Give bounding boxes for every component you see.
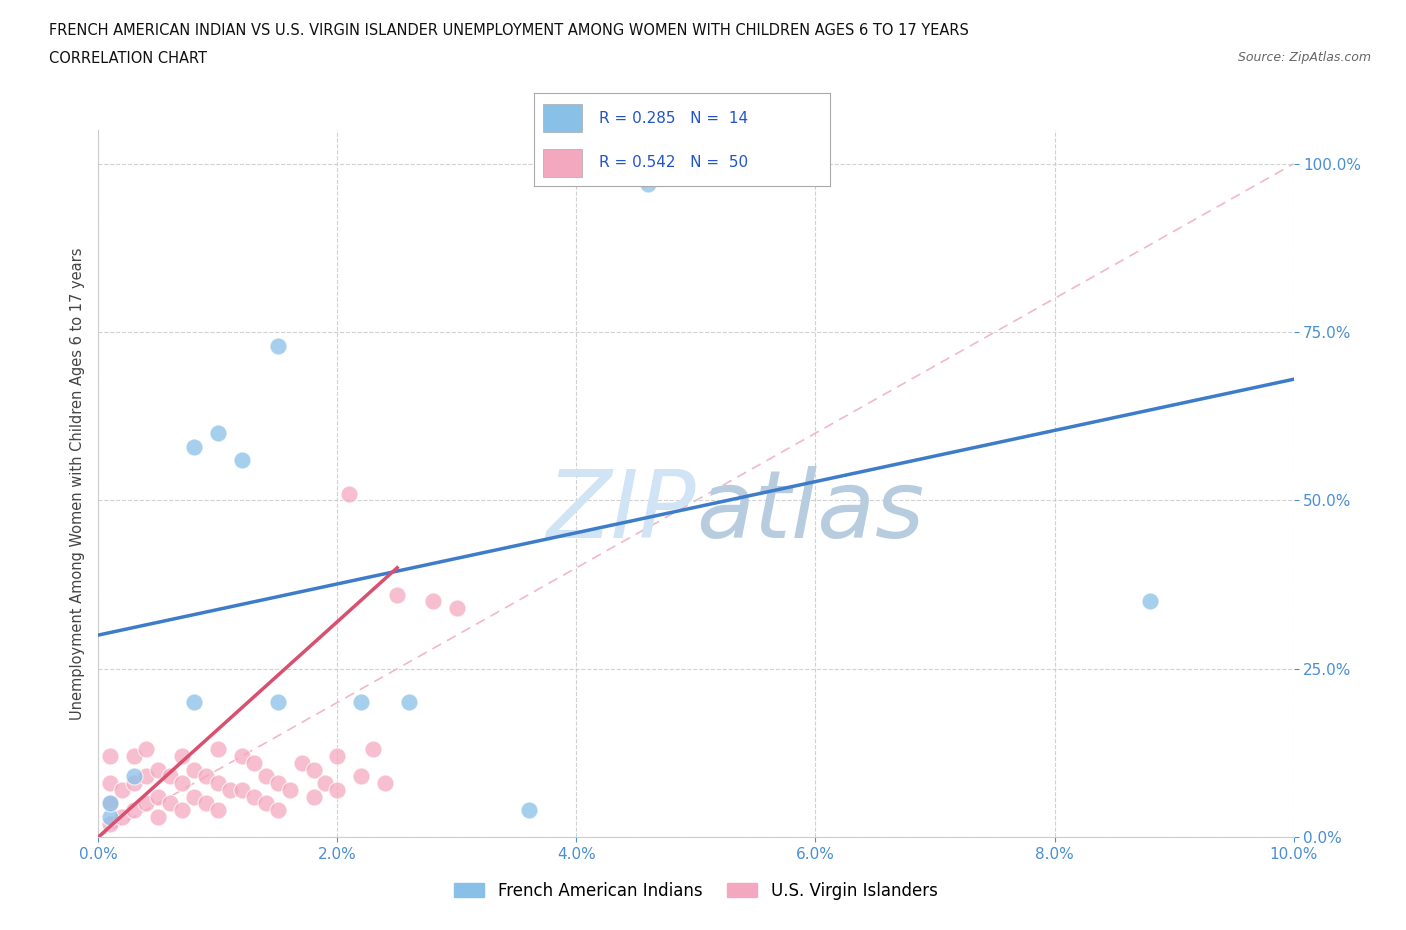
Point <box>207 742 229 757</box>
Point <box>517 803 540 817</box>
Point <box>98 776 122 790</box>
Point <box>148 763 170 777</box>
Point <box>267 803 290 817</box>
Point <box>194 796 218 811</box>
Point <box>124 749 146 764</box>
Point <box>243 755 266 770</box>
Point <box>350 769 373 784</box>
Point <box>219 782 242 797</box>
Point <box>98 817 122 831</box>
Point <box>1139 594 1161 609</box>
Point <box>315 776 337 790</box>
Point <box>339 486 360 501</box>
Point <box>422 594 444 609</box>
Point <box>278 782 301 797</box>
Point <box>172 776 194 790</box>
Point <box>183 790 205 804</box>
Point <box>98 809 122 824</box>
Point <box>124 776 146 790</box>
Point <box>111 782 134 797</box>
Point <box>124 769 146 784</box>
Point <box>363 742 385 757</box>
Point <box>254 769 277 784</box>
FancyBboxPatch shape <box>543 104 582 132</box>
Text: R = 0.542   N =  50: R = 0.542 N = 50 <box>599 155 748 170</box>
Point <box>385 587 409 602</box>
Point <box>98 749 122 764</box>
Point <box>183 695 205 710</box>
Point <box>231 749 253 764</box>
Point <box>637 177 659 192</box>
Text: Source: ZipAtlas.com: Source: ZipAtlas.com <box>1237 51 1371 64</box>
Point <box>302 763 325 777</box>
Point <box>207 426 229 441</box>
Legend: French American Indians, U.S. Virgin Islanders: French American Indians, U.S. Virgin Isl… <box>447 875 945 907</box>
Text: R = 0.285   N =  14: R = 0.285 N = 14 <box>599 111 748 126</box>
Point <box>290 755 312 770</box>
Point <box>350 695 373 710</box>
Point <box>326 749 349 764</box>
Point <box>446 601 468 616</box>
Point <box>374 776 396 790</box>
Point <box>194 769 218 784</box>
Point <box>135 769 157 784</box>
Point <box>267 695 290 710</box>
Point <box>243 790 266 804</box>
Point <box>183 439 205 454</box>
Text: FRENCH AMERICAN INDIAN VS U.S. VIRGIN ISLANDER UNEMPLOYMENT AMONG WOMEN WITH CHI: FRENCH AMERICAN INDIAN VS U.S. VIRGIN IS… <box>49 23 969 38</box>
Point <box>231 782 253 797</box>
Point <box>207 803 229 817</box>
Point <box>135 796 157 811</box>
Point <box>207 776 229 790</box>
Point <box>398 695 420 710</box>
Point <box>183 763 205 777</box>
Point <box>326 782 349 797</box>
Point <box>302 790 325 804</box>
Point <box>98 796 122 811</box>
Text: ZIP: ZIP <box>547 466 696 557</box>
Point <box>148 790 170 804</box>
FancyBboxPatch shape <box>543 149 582 177</box>
Point <box>254 796 277 811</box>
Point <box>98 796 122 811</box>
Point <box>135 742 157 757</box>
Point <box>172 749 194 764</box>
Point <box>148 809 170 824</box>
Point <box>231 453 253 468</box>
Point <box>111 809 134 824</box>
Point <box>172 803 194 817</box>
Text: atlas: atlas <box>696 466 924 557</box>
Y-axis label: Unemployment Among Women with Children Ages 6 to 17 years: Unemployment Among Women with Children A… <box>69 247 84 720</box>
Point <box>124 803 146 817</box>
Point <box>267 776 290 790</box>
Text: CORRELATION CHART: CORRELATION CHART <box>49 51 207 66</box>
Point <box>159 769 181 784</box>
Point <box>159 796 181 811</box>
Point <box>267 339 290 353</box>
